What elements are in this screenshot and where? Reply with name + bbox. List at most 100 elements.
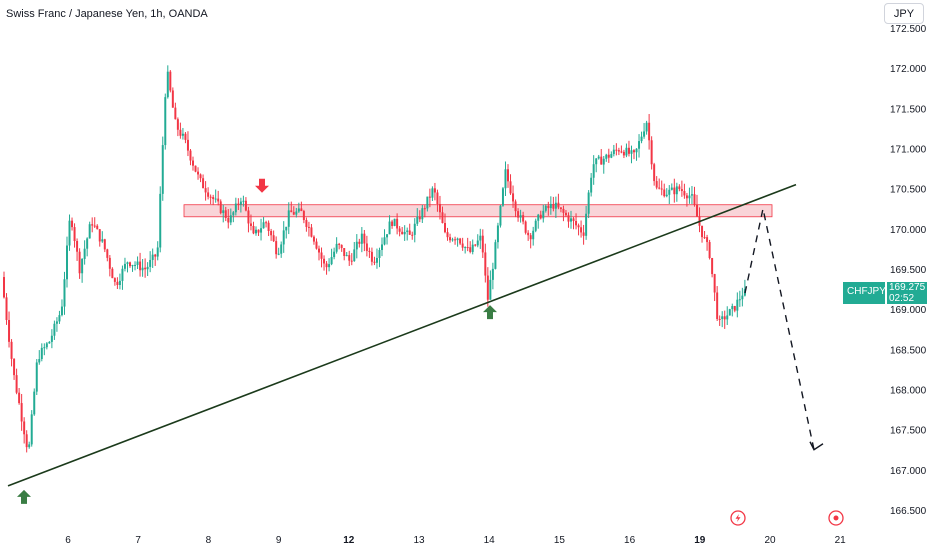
- candle-body: [199, 174, 202, 179]
- markers: [17, 178, 497, 504]
- candle-body: [522, 215, 525, 222]
- candle-body: [552, 203, 555, 209]
- target-icon[interactable]: [828, 510, 844, 526]
- y-tick-label: 170.500: [890, 185, 927, 196]
- y-tick-label: 166.500: [890, 506, 927, 517]
- candle-body: [98, 229, 101, 242]
- candle-body: [479, 235, 482, 241]
- candle-body: [466, 247, 469, 249]
- candle-body: [106, 249, 109, 258]
- candle-body: [343, 248, 346, 256]
- candle-body: [416, 216, 419, 224]
- trendline: [7, 183, 797, 487]
- candle-body: [108, 257, 111, 269]
- candle-body: [655, 181, 658, 188]
- projection-line: [744, 208, 815, 450]
- candle-body: [197, 171, 200, 175]
- candle-body: [277, 253, 280, 255]
- bottom-icons[interactable]: [730, 510, 844, 526]
- currency-button[interactable]: JPY: [884, 3, 924, 24]
- x-tick-label: 6: [65, 535, 71, 546]
- candle-body: [151, 254, 154, 260]
- candle-body: [144, 267, 147, 270]
- resistance-zone: [183, 204, 773, 218]
- candle-body: [542, 210, 545, 219]
- candle-body: [459, 238, 462, 244]
- candle-body: [547, 205, 550, 209]
- candle-body: [353, 249, 356, 262]
- y-tick-label: 170.000: [890, 225, 927, 236]
- x-axis: 6 7 8 9 12 13 14 15 16 19 20 21: [65, 535, 846, 546]
- candle-body: [602, 158, 605, 165]
- candle-body: [181, 133, 184, 136]
- candle-body: [257, 229, 260, 233]
- candle-body: [71, 220, 74, 228]
- candle-body: [88, 224, 91, 239]
- candle-body: [489, 279, 492, 300]
- candle-body: [668, 189, 671, 195]
- candle-body: [272, 235, 275, 242]
- zone-rect: [183, 204, 773, 218]
- candle-body: [537, 214, 540, 221]
- y-tick-label: 172.500: [890, 24, 927, 35]
- candle-body: [665, 194, 668, 197]
- candle-body: [338, 243, 341, 245]
- candle-body: [179, 129, 182, 136]
- candle-body: [587, 192, 590, 214]
- candle-body: [423, 208, 426, 210]
- candle-body: [204, 188, 207, 193]
- candle-body: [381, 244, 383, 251]
- candle-body: [136, 261, 139, 265]
- candle-body: [612, 149, 615, 155]
- candle-body: [176, 119, 179, 130]
- candle-body: [156, 247, 159, 257]
- candle-body: [648, 122, 651, 141]
- candle-body: [716, 292, 719, 319]
- candle-body: [388, 221, 391, 235]
- candle-body: [25, 434, 28, 448]
- candle-body: [123, 263, 126, 269]
- candle-body: [617, 150, 620, 152]
- candle-body: [141, 267, 144, 271]
- candle-body: [310, 227, 313, 237]
- candle-body: [718, 318, 721, 320]
- candle-body: [267, 222, 270, 231]
- candle-body: [711, 258, 714, 275]
- y-tick-label: 172.000: [890, 64, 927, 75]
- candle-body: [527, 232, 530, 236]
- candle-body: [706, 237, 709, 243]
- lightning-icon[interactable]: [730, 510, 746, 526]
- candle-body: [501, 188, 504, 206]
- symbol-badge: CHFJPY: [843, 282, 886, 304]
- candle-body: [212, 197, 215, 200]
- candle-body: [456, 238, 459, 241]
- candle-body: [50, 335, 53, 342]
- candle-body: [368, 250, 371, 252]
- candle-body: [658, 187, 661, 189]
- candle-body: [557, 202, 560, 208]
- candle-body: [305, 220, 308, 227]
- candle-body: [234, 203, 237, 213]
- x-tick-label: 8: [206, 535, 212, 546]
- candle-body: [60, 306, 63, 316]
- candle-body: [461, 243, 464, 248]
- candle-body: [166, 71, 169, 98]
- candle-body: [8, 319, 11, 342]
- candle-body: [131, 265, 134, 267]
- candle-body: [111, 268, 114, 279]
- candle-body: [134, 264, 137, 266]
- candle-body: [260, 228, 263, 233]
- candle-body: [232, 212, 235, 216]
- candle-body: [519, 215, 522, 218]
- candle-body: [499, 205, 502, 226]
- candle-body: [469, 247, 472, 252]
- candle-body: [532, 230, 535, 240]
- candle-body: [28, 444, 31, 448]
- candle-body: [577, 225, 580, 228]
- candle-body: [239, 201, 242, 205]
- candle-body: [78, 251, 81, 274]
- candle-body: [491, 268, 494, 280]
- candle-body: [512, 193, 515, 202]
